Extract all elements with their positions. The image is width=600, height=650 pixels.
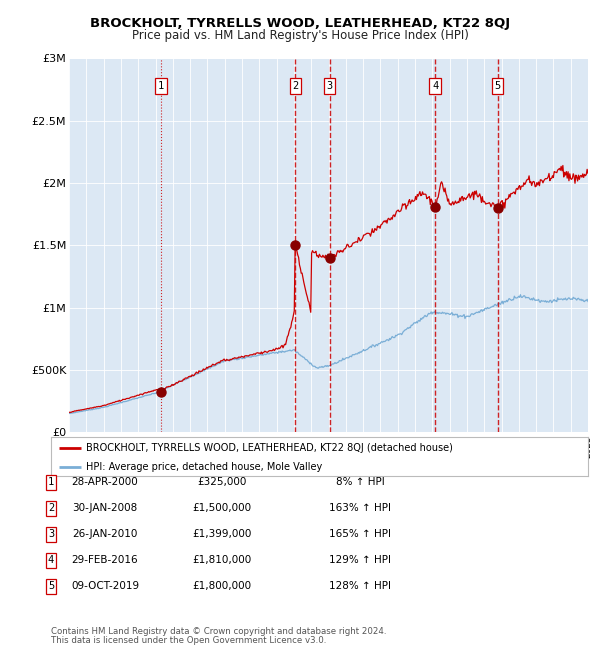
Text: £325,000: £325,000 <box>197 477 247 488</box>
Text: 30-JAN-2008: 30-JAN-2008 <box>73 503 137 514</box>
Text: 165% ↑ HPI: 165% ↑ HPI <box>329 529 391 539</box>
Text: 09-OCT-2019: 09-OCT-2019 <box>71 581 139 592</box>
Text: BROCKHOLT, TYRRELLS WOOD, LEATHERHEAD, KT22 8QJ: BROCKHOLT, TYRRELLS WOOD, LEATHERHEAD, K… <box>90 17 510 30</box>
Text: 28-APR-2000: 28-APR-2000 <box>71 477 139 488</box>
Text: 2: 2 <box>48 503 54 514</box>
Text: HPI: Average price, detached house, Mole Valley: HPI: Average price, detached house, Mole… <box>86 462 322 472</box>
Text: 129% ↑ HPI: 129% ↑ HPI <box>329 555 391 566</box>
Text: 3: 3 <box>326 81 333 91</box>
Text: 29-FEB-2016: 29-FEB-2016 <box>71 555 139 566</box>
Text: 128% ↑ HPI: 128% ↑ HPI <box>329 581 391 592</box>
Text: £1,810,000: £1,810,000 <box>193 555 251 566</box>
Text: 5: 5 <box>494 81 500 91</box>
Text: £1,399,000: £1,399,000 <box>193 529 251 539</box>
Text: £1,800,000: £1,800,000 <box>193 581 251 592</box>
Text: 8% ↑ HPI: 8% ↑ HPI <box>335 477 385 488</box>
Text: 1: 1 <box>158 81 164 91</box>
Text: 2: 2 <box>292 81 298 91</box>
Text: 4: 4 <box>48 555 54 566</box>
Text: 1: 1 <box>48 477 54 488</box>
Text: Contains HM Land Registry data © Crown copyright and database right 2024.: Contains HM Land Registry data © Crown c… <box>51 627 386 636</box>
Text: This data is licensed under the Open Government Licence v3.0.: This data is licensed under the Open Gov… <box>51 636 326 645</box>
Text: Price paid vs. HM Land Registry's House Price Index (HPI): Price paid vs. HM Land Registry's House … <box>131 29 469 42</box>
Text: 163% ↑ HPI: 163% ↑ HPI <box>329 503 391 514</box>
Text: 26-JAN-2010: 26-JAN-2010 <box>73 529 137 539</box>
Text: 5: 5 <box>48 581 54 592</box>
Text: BROCKHOLT, TYRRELLS WOOD, LEATHERHEAD, KT22 8QJ (detached house): BROCKHOLT, TYRRELLS WOOD, LEATHERHEAD, K… <box>86 443 453 452</box>
Text: £1,500,000: £1,500,000 <box>193 503 251 514</box>
Text: 4: 4 <box>432 81 438 91</box>
Text: 3: 3 <box>48 529 54 539</box>
